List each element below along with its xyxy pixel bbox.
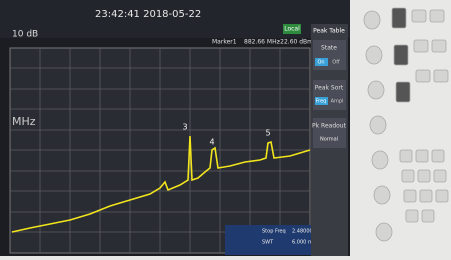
unit-label: MHz [12, 115, 36, 128]
peak-label: 3 [182, 123, 187, 132]
marker: Marker1 [212, 39, 237, 46]
status: Local [284, 26, 300, 33]
peak-label: 4 [209, 138, 214, 147]
option[interactable]: On [317, 60, 324, 66]
photo: 23:42:41 2018-05-22 Local 10 dB Marker1 … [0, 0, 451, 260]
peak-label: 5 [265, 129, 270, 138]
atten: 10 dB [12, 30, 38, 40]
softkey-label: Pk Readout [312, 123, 347, 130]
stop-label: Stop Freq [262, 229, 286, 235]
marker-freq: 882.66 MHz [244, 39, 280, 46]
sidebar-title: Peak Table [313, 28, 345, 35]
marker-level: -22.60 dBm [278, 39, 313, 46]
datetime: 23:42:41 2018-05-22 [95, 9, 201, 20]
softkey-label: Peak Sort [315, 85, 344, 92]
plot-area: MHz 3 4 5 [10, 48, 310, 253]
option[interactable]: Ampl [331, 99, 344, 105]
option[interactable]: Off [332, 60, 340, 66]
option[interactable]: Normal [320, 137, 338, 143]
swt-label: SWT [262, 240, 274, 246]
option[interactable]: Freq [316, 99, 327, 105]
softkey-label: State [321, 45, 337, 52]
